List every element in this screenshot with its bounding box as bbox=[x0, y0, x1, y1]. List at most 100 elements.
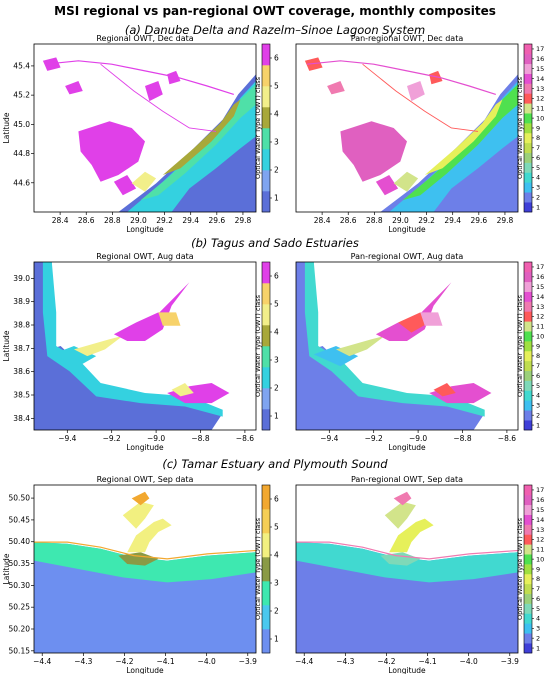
colorbar-swatch bbox=[262, 605, 270, 630]
colorbar-swatch bbox=[262, 346, 270, 368]
colorbar-tick-label: 12 bbox=[536, 536, 544, 544]
colorbar-tick-label: 6 bbox=[536, 595, 540, 603]
colorbar-swatch bbox=[524, 301, 532, 312]
colorbar-tick-label: 10 bbox=[536, 114, 544, 122]
colorbar-tick-label: 17 bbox=[536, 263, 544, 271]
x-tick-label: 28.4 bbox=[52, 216, 69, 225]
colorbar-swatch bbox=[524, 573, 532, 585]
colorbar-swatch bbox=[524, 311, 532, 322]
colorbar-swatch bbox=[262, 86, 270, 108]
colorbar-swatch bbox=[524, 331, 532, 342]
x-tick-label: −4.2 bbox=[115, 657, 133, 666]
colorbar-label: Optical Water Type (OWT) class bbox=[254, 294, 262, 397]
section-title-a: (a) Danube Delta and Razelm–Sinoe Lagoon… bbox=[125, 23, 425, 37]
colorbar-tick-label: 16 bbox=[536, 55, 544, 63]
colorbar-swatch bbox=[262, 485, 270, 510]
x-tick-label: 29.6 bbox=[470, 216, 487, 225]
y-axis-label: Latitude bbox=[2, 330, 11, 361]
sinoe-lagoon bbox=[375, 175, 399, 196]
colorbar-swatch bbox=[262, 509, 270, 534]
lagoon-outlet bbox=[393, 171, 419, 192]
colorbar-tick-label: 10 bbox=[536, 555, 544, 563]
sea-mid-region bbox=[127, 81, 256, 212]
panel-c2: Pan-regional OWT, Sep data −4.4 −4.3 −4.2 −4… bbox=[295, 475, 544, 674]
colorbar-tick-label: 1 bbox=[274, 193, 279, 202]
tamar-head bbox=[131, 491, 150, 506]
x-tick-label: −9.0 bbox=[147, 434, 165, 443]
colorbar-swatch bbox=[262, 44, 270, 66]
colorbar-swatch bbox=[524, 271, 532, 283]
colorbar-tick-label: 4 bbox=[536, 392, 540, 400]
tagus-plume bbox=[51, 346, 97, 367]
colorbar-swatch bbox=[524, 524, 532, 535]
colorbar-swatch bbox=[524, 583, 532, 595]
x-tick-label: 29.8 bbox=[497, 216, 514, 225]
panel-title: Pan-regional OWT, Dec data bbox=[351, 34, 464, 43]
colorbar-swatch bbox=[524, 202, 532, 213]
colorbar-tick-label: 5 bbox=[536, 605, 540, 613]
colorbar-tick-label: 3 bbox=[536, 402, 540, 410]
colorbar-tick-label: 12 bbox=[536, 95, 544, 103]
colorbar-swatch bbox=[262, 283, 270, 305]
sado-mouth bbox=[171, 383, 194, 397]
razelm-lagoon bbox=[78, 121, 145, 182]
tamar-estuary bbox=[389, 518, 434, 553]
sea-mid-region bbox=[389, 81, 518, 212]
colorbar-swatch bbox=[524, 132, 532, 144]
colorbar-tick-label: 8 bbox=[536, 575, 540, 583]
x-tick-label: −8.8 bbox=[453, 434, 471, 443]
coastal-band bbox=[402, 84, 518, 201]
tamar-estuary bbox=[127, 518, 172, 553]
colorbar-label: Optical Water Type (OWT) class bbox=[516, 294, 524, 397]
colorbar-swatch bbox=[524, 350, 532, 362]
y-tick-label: 50.15 bbox=[9, 646, 31, 655]
x-tick-label: −8.6 bbox=[498, 434, 516, 443]
y-axis-label: Latitude bbox=[2, 553, 11, 584]
sea-deep-region bbox=[380, 74, 518, 212]
colorbar-swatch bbox=[524, 514, 532, 525]
colorbar-tick-label: 15 bbox=[536, 65, 544, 73]
colorbar-tick-label: 17 bbox=[536, 45, 544, 53]
colorbar-tick-label: 14 bbox=[536, 75, 544, 83]
x-tick-label: −4.2 bbox=[377, 657, 395, 666]
colorbar-swatch bbox=[262, 191, 270, 213]
colorbar-tick-label: 13 bbox=[536, 85, 544, 93]
y-tick-label: 44.6 bbox=[13, 178, 30, 187]
danube-branch bbox=[45, 60, 234, 95]
colorbar-swatch bbox=[262, 533, 270, 558]
colorbar-tick-label: 4 bbox=[274, 109, 279, 118]
x-tick-label: −9.2 bbox=[103, 434, 121, 443]
figure-title: MSI regional vs pan-regional OWT coverag… bbox=[54, 4, 496, 18]
colorbar-tick-label: 5 bbox=[536, 164, 540, 172]
coastal-shelf bbox=[304, 262, 485, 417]
x-tick-label: 29.0 bbox=[130, 216, 147, 225]
x-tick-label: 29.8 bbox=[235, 216, 252, 225]
x-tick-label: −4.0 bbox=[460, 657, 478, 666]
colorbar-tick-label: 13 bbox=[536, 526, 544, 534]
delta-lake-2 bbox=[167, 70, 181, 85]
colorbar-tick-label: 9 bbox=[536, 565, 540, 573]
x-tick-label: −9.0 bbox=[409, 434, 427, 443]
x-tick-label: −4.1 bbox=[418, 657, 436, 666]
colorbar-tick-label: 4 bbox=[274, 327, 279, 336]
colorbar-tick-label: 1 bbox=[536, 203, 540, 211]
colorbar-tick-label: 2 bbox=[274, 383, 279, 392]
delta-lake-2 bbox=[429, 70, 443, 85]
tagus-flats bbox=[420, 312, 443, 326]
plymouth-sound bbox=[380, 552, 421, 566]
coastal-band bbox=[140, 84, 256, 201]
section-title-c: (c) Tamar Estuary and Plymouth Sound bbox=[162, 457, 388, 471]
y-tick-label: 45.0 bbox=[13, 120, 30, 129]
x-tick-label: −8.6 bbox=[236, 434, 254, 443]
colorbar-tick-label: 3 bbox=[536, 625, 540, 633]
colorbar-tick-label: 1 bbox=[536, 644, 540, 652]
colorbar-swatch bbox=[262, 149, 270, 171]
y-tick-label: 45.2 bbox=[13, 91, 30, 100]
colorbar-swatch bbox=[262, 325, 270, 347]
panel-title: Pan-regional OWT, Sep data bbox=[351, 475, 463, 484]
colorbar-tick-label: 6 bbox=[274, 494, 279, 503]
delta-lake-1 bbox=[407, 81, 425, 102]
y-tick-label: 38.4 bbox=[13, 414, 30, 423]
colorbar-tick-label: 1 bbox=[274, 634, 279, 643]
